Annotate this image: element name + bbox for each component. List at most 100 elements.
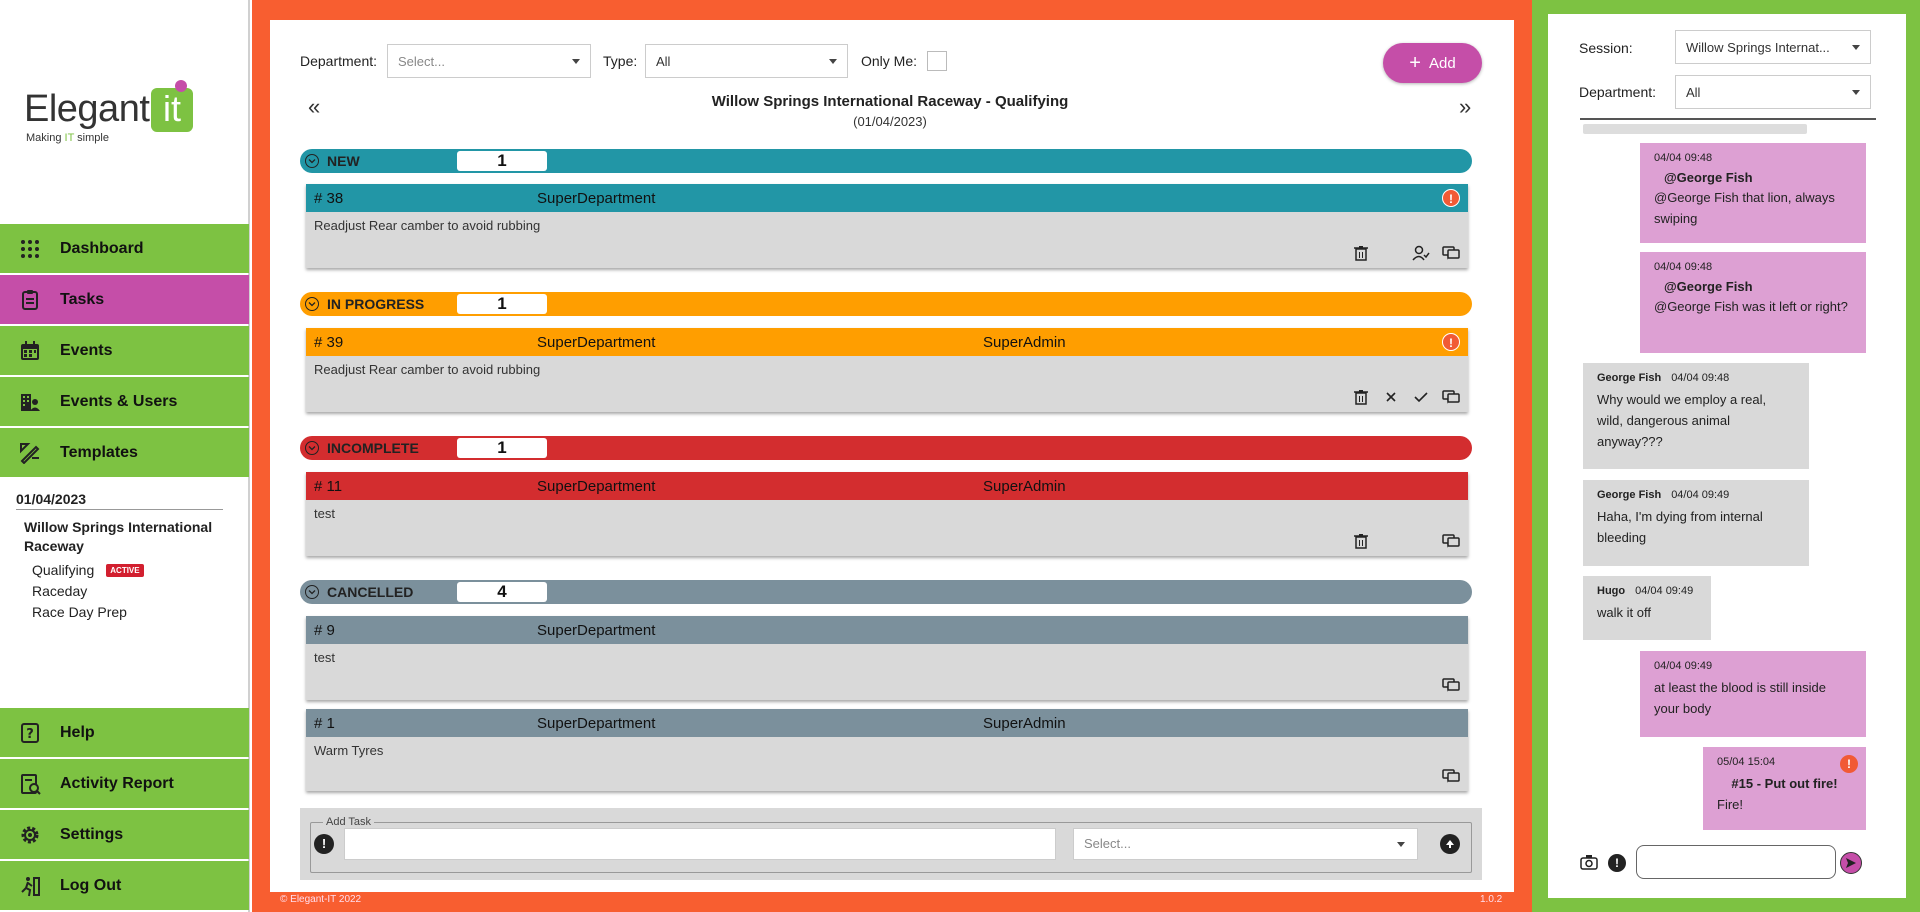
- tree-session-raceday[interactable]: Raceday: [32, 583, 223, 599]
- nav-label: Events & Users: [60, 392, 178, 410]
- message-meta: Hugo 04/04 09:49: [1597, 585, 1694, 597]
- close-icon[interactable]: [1382, 388, 1400, 406]
- chat-message-mine: 04/04 09:48 @George Fish @George Fish th…: [1640, 143, 1866, 243]
- task-number: # 1: [314, 714, 335, 732]
- logo[interactable]: Elegant it Making IT simple: [24, 80, 194, 150]
- nav-log-out[interactable]: Log Out: [0, 861, 249, 910]
- group-count: 1: [457, 151, 547, 171]
- sidebar: Elegant it Making IT simple Dashboard Ta…: [0, 0, 250, 912]
- group-count: 4: [457, 582, 547, 602]
- collapse-chevron-icon[interactable]: [305, 154, 319, 168]
- trash-icon[interactable]: [1352, 532, 1370, 550]
- task-number: # 9: [314, 621, 335, 639]
- camera-icon[interactable]: [1580, 854, 1598, 875]
- chat-divider: [1580, 118, 1876, 120]
- alert-icon[interactable]: !: [1442, 333, 1460, 351]
- collapse-chevron-icon[interactable]: [305, 297, 319, 311]
- task-description: test: [314, 650, 335, 665]
- trash-icon[interactable]: [1352, 388, 1370, 406]
- task-number: # 11: [314, 477, 343, 495]
- message-text: Fire!: [1717, 797, 1743, 812]
- task-actions: [1442, 676, 1460, 694]
- only-me-checkbox[interactable]: [927, 51, 947, 71]
- send-icon[interactable]: [1840, 852, 1862, 874]
- task-assignee: SuperAdmin: [983, 333, 1066, 351]
- chat-session-select[interactable]: Willow Springs Internat...: [1675, 30, 1871, 64]
- chat-department-select[interactable]: All: [1675, 75, 1871, 109]
- tree-venue[interactable]: Willow Springs International Raceway: [24, 519, 213, 554]
- collapse-chevron-icon[interactable]: [305, 585, 319, 599]
- trash-icon[interactable]: [1352, 244, 1370, 262]
- add-task-input[interactable]: [344, 828, 1056, 860]
- group-in-progress[interactable]: IN PROGRESS 1: [300, 292, 1472, 316]
- task-card[interactable]: # 39 SuperDepartment SuperAdmin ! Readju…: [306, 328, 1468, 412]
- session-tree: 01/04/2023 Willow Springs International …: [16, 491, 223, 620]
- group-cancelled[interactable]: CANCELLED 4: [300, 580, 1472, 604]
- tree-session-qualifying[interactable]: Qualifying ACTIVE: [32, 562, 223, 578]
- add-task-department-select[interactable]: Select...: [1073, 828, 1418, 860]
- nav-label: Dashboard: [60, 239, 144, 257]
- nav-templates[interactable]: Templates: [0, 428, 249, 477]
- message-time: 04/04 09:49: [1654, 660, 1713, 672]
- add-task-button[interactable]: + Add: [1383, 43, 1482, 83]
- nav-help[interactable]: ? Help: [0, 708, 249, 757]
- chat-message-theirs: George Fish 04/04 09:48 Why would we empl…: [1583, 363, 1809, 469]
- task-card[interactable]: # 38 SuperDepartment ! Readjust Rear cam…: [306, 184, 1468, 268]
- chat-scrollbar[interactable]: [1583, 124, 1807, 134]
- chat-message-task[interactable]: 05/04 15:04 ! #15 - Put out fire! Fire!: [1703, 747, 1866, 830]
- comments-icon[interactable]: [1442, 767, 1460, 785]
- submit-arrow-up-icon[interactable]: [1440, 834, 1460, 854]
- type-filter-select[interactable]: All: [645, 44, 848, 78]
- add-task-fieldset: Add Task: [310, 816, 1472, 873]
- task-header: # 38 SuperDepartment !: [306, 184, 1468, 212]
- message-meta: George Fish 04/04 09:48: [1597, 372, 1730, 384]
- task-card[interactable]: # 1 SuperDepartment SuperAdmin Warm Tyre…: [306, 709, 1468, 791]
- calendar-icon: [0, 340, 60, 362]
- tree-date[interactable]: 01/04/2023: [16, 491, 223, 510]
- collapse-chevron-icon[interactable]: [305, 441, 319, 455]
- comments-icon[interactable]: [1442, 532, 1460, 550]
- alert-icon[interactable]: !: [1442, 189, 1460, 207]
- chevron-down-icon: [1852, 45, 1860, 50]
- tree-session-race-day-prep[interactable]: Race Day Prep: [32, 604, 223, 620]
- nav-events-users[interactable]: Events & Users: [0, 377, 249, 426]
- task-card[interactable]: # 9 SuperDepartment test: [306, 616, 1468, 700]
- assign-user-icon[interactable]: [1412, 244, 1430, 262]
- chat-session-label: Session:: [1579, 40, 1633, 56]
- chat-message-input[interactable]: [1636, 845, 1836, 879]
- priority-alert-icon[interactable]: !: [1608, 854, 1626, 872]
- next-session-button[interactable]: »: [1459, 94, 1472, 119]
- nav-settings[interactable]: Settings: [0, 810, 249, 859]
- nav-label: Templates: [60, 443, 138, 461]
- message-mention: @George Fish: [1664, 279, 1753, 294]
- nav-tasks[interactable]: Tasks: [0, 275, 249, 324]
- chat-message-theirs: Hugo 04/04 09:49 walk it off: [1583, 576, 1711, 640]
- prev-session-button[interactable]: «: [308, 94, 321, 119]
- task-department: SuperDepartment: [537, 714, 656, 732]
- nav-events[interactable]: Events: [0, 326, 249, 375]
- copyright: © Elegant-IT 2022: [280, 894, 362, 905]
- version: 1.0.2: [1480, 894, 1503, 905]
- priority-alert-icon[interactable]: !: [314, 834, 334, 854]
- group-incomplete[interactable]: INCOMPLETE 1: [300, 436, 1472, 460]
- comments-icon[interactable]: [1442, 676, 1460, 694]
- comments-icon[interactable]: [1442, 388, 1460, 406]
- comments-icon[interactable]: [1442, 244, 1460, 262]
- check-icon[interactable]: [1412, 388, 1430, 406]
- message-task-title[interactable]: #15 - Put out fire!: [1731, 776, 1838, 791]
- nav-activity-report[interactable]: Activity Report: [0, 759, 249, 808]
- task-card[interactable]: # 11 SuperDepartment SuperAdmin test: [306, 472, 1468, 556]
- department-filter-select[interactable]: Select...: [387, 44, 591, 78]
- nav-label: Activity Report: [60, 774, 174, 792]
- task-description: Readjust Rear camber to avoid rubbing: [314, 218, 541, 233]
- nav-label: Tasks: [60, 290, 105, 308]
- chat-message-mine: 04/04 09:48 @George Fish @George Fish wa…: [1640, 252, 1866, 353]
- logo-wordmark: Elegant: [24, 88, 150, 130]
- task-assignee: SuperAdmin: [983, 477, 1066, 495]
- group-new[interactable]: NEW 1: [300, 149, 1472, 173]
- group-count: 1: [457, 438, 547, 458]
- nav-dashboard[interactable]: Dashboard: [0, 224, 249, 273]
- message-text: @George Fish was it left or right?: [1654, 299, 1848, 314]
- task-actions: [1442, 767, 1460, 785]
- group-name: INCOMPLETE: [327, 440, 419, 456]
